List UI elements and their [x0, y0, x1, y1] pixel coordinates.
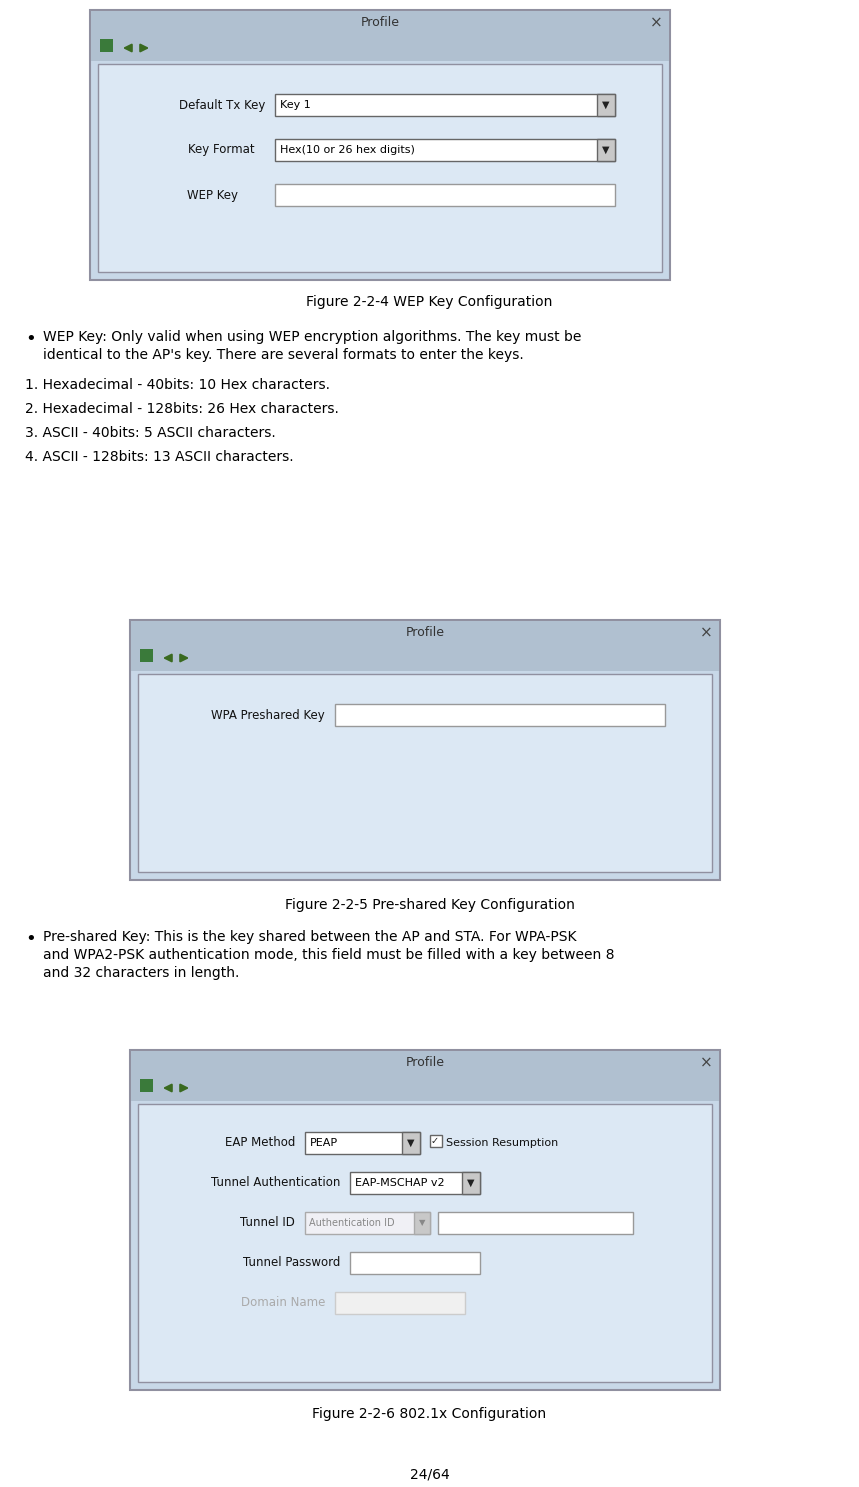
Text: PEAP: PEAP: [310, 1138, 338, 1148]
FancyBboxPatch shape: [130, 620, 720, 880]
Text: ▼: ▼: [602, 146, 610, 155]
Text: 24/64: 24/64: [410, 1468, 449, 1481]
Text: WPA Preshared Key: WPA Preshared Key: [211, 708, 325, 721]
FancyBboxPatch shape: [305, 1212, 430, 1234]
FancyBboxPatch shape: [275, 138, 615, 161]
FancyBboxPatch shape: [597, 138, 615, 161]
FancyBboxPatch shape: [414, 1212, 430, 1234]
Text: ×: ×: [699, 626, 712, 641]
FancyBboxPatch shape: [131, 1075, 719, 1100]
Text: Key 1: Key 1: [280, 100, 311, 110]
FancyBboxPatch shape: [335, 1292, 465, 1315]
Text: WEP Key: WEP Key: [187, 189, 238, 202]
FancyBboxPatch shape: [430, 1135, 442, 1146]
Text: Session Resumption: Session Resumption: [446, 1138, 558, 1148]
FancyBboxPatch shape: [275, 94, 615, 116]
FancyBboxPatch shape: [275, 184, 615, 207]
FancyBboxPatch shape: [131, 645, 719, 671]
Text: Profile: Profile: [405, 626, 444, 639]
Text: Domain Name: Domain Name: [241, 1297, 325, 1310]
FancyBboxPatch shape: [131, 1051, 719, 1075]
FancyBboxPatch shape: [91, 10, 669, 36]
Text: 2. Hexadecimal - 128bits: 26 Hex characters.: 2. Hexadecimal - 128bits: 26 Hex charact…: [25, 401, 338, 416]
FancyBboxPatch shape: [335, 703, 665, 726]
Text: Key Format: Key Format: [188, 144, 255, 156]
FancyBboxPatch shape: [140, 648, 153, 662]
Text: WEP Key: Only valid when using WEP encryption algorithms. The key must be: WEP Key: Only valid when using WEP encry…: [43, 330, 582, 343]
Text: Tunnel Authentication: Tunnel Authentication: [210, 1176, 340, 1190]
FancyBboxPatch shape: [438, 1212, 633, 1234]
FancyBboxPatch shape: [130, 1050, 720, 1390]
Text: ▼: ▼: [407, 1138, 415, 1148]
Text: Default Tx Key: Default Tx Key: [179, 98, 265, 112]
Text: Tunnel Password: Tunnel Password: [242, 1257, 340, 1270]
Text: ▼: ▼: [418, 1218, 425, 1227]
Text: 1. Hexadecimal - 40bits: 10 Hex characters.: 1. Hexadecimal - 40bits: 10 Hex characte…: [25, 378, 330, 393]
Text: identical to the AP's key. There are several formats to enter the keys.: identical to the AP's key. There are sev…: [43, 348, 524, 361]
Text: and WPA2-PSK authentication mode, this field must be filled with a key between 8: and WPA2-PSK authentication mode, this f…: [43, 949, 614, 962]
Text: ×: ×: [699, 1056, 712, 1071]
Text: Profile: Profile: [361, 16, 399, 30]
FancyBboxPatch shape: [305, 1132, 420, 1154]
FancyBboxPatch shape: [138, 1103, 712, 1381]
FancyBboxPatch shape: [462, 1172, 480, 1194]
FancyBboxPatch shape: [91, 36, 669, 61]
Text: Tunnel ID: Tunnel ID: [241, 1216, 295, 1230]
FancyBboxPatch shape: [350, 1252, 480, 1274]
FancyBboxPatch shape: [402, 1132, 420, 1154]
Text: ✓: ✓: [431, 1136, 439, 1146]
FancyBboxPatch shape: [140, 1080, 153, 1091]
Text: ×: ×: [649, 15, 662, 31]
FancyBboxPatch shape: [138, 674, 712, 871]
Text: 3. ASCII - 40bits: 5 ASCII characters.: 3. ASCII - 40bits: 5 ASCII characters.: [25, 425, 276, 440]
FancyBboxPatch shape: [131, 622, 719, 645]
Text: Figure 2-2-4 WEP Key Configuration: Figure 2-2-4 WEP Key Configuration: [307, 294, 552, 309]
Text: Profile: Profile: [405, 1056, 444, 1069]
Text: Figure 2-2-6 802.1x Configuration: Figure 2-2-6 802.1x Configuration: [313, 1407, 546, 1422]
Text: EAP-MSCHAP v2: EAP-MSCHAP v2: [355, 1178, 445, 1188]
Text: 4. ASCII - 128bits: 13 ASCII characters.: 4. ASCII - 128bits: 13 ASCII characters.: [25, 451, 294, 464]
Text: •: •: [25, 330, 36, 348]
FancyBboxPatch shape: [100, 39, 113, 52]
Text: EAP Method: EAP Method: [224, 1136, 295, 1149]
Text: •: •: [25, 929, 36, 949]
FancyBboxPatch shape: [90, 10, 670, 280]
Text: and 32 characters in length.: and 32 characters in length.: [43, 967, 240, 980]
Text: Figure 2-2-5 Pre-shared Key Configuration: Figure 2-2-5 Pre-shared Key Configuratio…: [284, 898, 575, 912]
Text: Hex(10 or 26 hex digits): Hex(10 or 26 hex digits): [280, 146, 415, 155]
Text: ▼: ▼: [467, 1178, 475, 1188]
FancyBboxPatch shape: [350, 1172, 480, 1194]
FancyBboxPatch shape: [597, 94, 615, 116]
Text: Authentication ID: Authentication ID: [309, 1218, 394, 1228]
Text: Pre-shared Key: This is the key shared between the AP and STA. For WPA-PSK: Pre-shared Key: This is the key shared b…: [43, 929, 576, 944]
FancyBboxPatch shape: [98, 64, 662, 272]
Text: ▼: ▼: [602, 100, 610, 110]
